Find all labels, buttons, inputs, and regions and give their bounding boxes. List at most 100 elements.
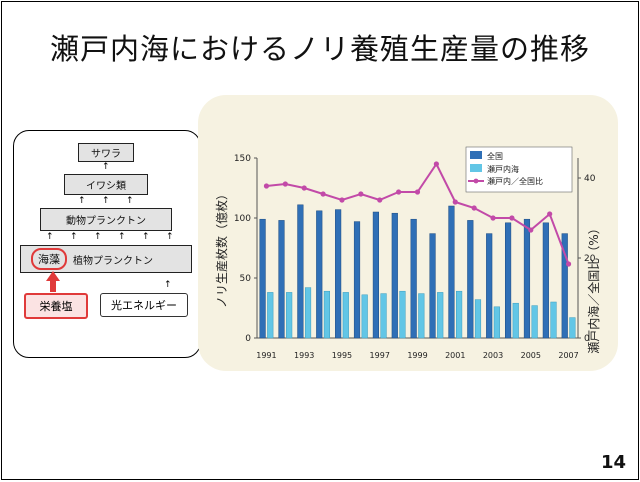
x-tick-label: 1997 [370, 351, 390, 360]
ratio-point [547, 211, 553, 217]
arrow-up-icon: ↑ [94, 232, 102, 242]
bar-setouchi [342, 292, 349, 339]
bar-setouchi [493, 306, 500, 339]
bar-national [278, 220, 285, 339]
ratio-point [565, 261, 572, 267]
x-tick-label: 2001 [445, 351, 465, 360]
bar-national [429, 233, 436, 339]
legend-marker-ratio [473, 178, 479, 184]
arrow-up-icon: ↑ [70, 232, 78, 242]
y-tick-label-left: 50 [240, 274, 252, 284]
x-tick-label: 1991 [256, 351, 276, 360]
x-tick-label: 1999 [407, 351, 427, 360]
pyramid-level-zooplankton: 動物プランクトン [40, 208, 172, 231]
slide-title: 瀬戸内海におけるノリ養殖生産量の推移 [49, 32, 590, 66]
arrow-up-icon: ↑ [102, 196, 110, 206]
seaweed-label: 海藻 [31, 248, 67, 270]
bar-national [316, 210, 323, 339]
x-tick-label: 1995 [332, 351, 352, 360]
legend-swatch-setouchi [470, 164, 482, 172]
arrow-up-icon: ↑ [78, 196, 86, 206]
legend-label-ratio: 瀬戸内／全国比 [487, 176, 543, 186]
arrow-up-icon: ↑ [118, 232, 126, 242]
arrow-up-icon: ↑ [166, 232, 174, 242]
ratio-point [471, 205, 477, 211]
nutrient-arrow-stem [50, 280, 56, 292]
bar-national [259, 218, 266, 339]
bar-setouchi [512, 302, 519, 339]
food-pyramid-panel: サワラ ↑ イワシ類 ↑ ↑ ↑ 動物プランクトン ↑ ↑ ↑ ↑ ↑ ↑ 海藻… [13, 130, 201, 358]
bar-setouchi [456, 290, 463, 339]
arrow-up-icon: ↑ [142, 232, 150, 242]
bar-national [297, 204, 304, 339]
arrow-up-icon: ↑ [102, 162, 110, 172]
production-chart: 0 50 100 150 0 20 40 1991 1993 1995 1997 1999 2001 20… [214, 146, 601, 360]
legend-swatch-national [470, 151, 482, 159]
ratio-point [433, 161, 439, 167]
x-tick-label: 2003 [483, 351, 503, 360]
light-energy-box: 光エネルギー [100, 293, 188, 317]
bar-national [391, 212, 398, 339]
bar-setouchi [418, 293, 425, 339]
bar-national [410, 218, 417, 339]
bar-setouchi [437, 292, 444, 339]
ratio-point [396, 189, 402, 195]
ratio-point [490, 215, 496, 221]
y-axis-label-left: ノリ生産枚数（億枚） [214, 188, 229, 308]
legend-box [465, 146, 573, 193]
ratio-point [509, 215, 515, 221]
nutrient-box: 栄養塩 [24, 293, 88, 319]
bar-national [504, 222, 512, 339]
arrow-up-icon: ↑ [164, 280, 172, 290]
y-tick-label-right: 40 [584, 174, 596, 184]
x-tick-label: 1993 [294, 351, 314, 360]
bar-national [486, 233, 493, 339]
arrow-up-icon: ↑ [46, 232, 54, 242]
ratio-point [528, 227, 534, 233]
bar-national [353, 221, 361, 339]
y-tick-label-right: 0 [584, 334, 590, 344]
ratio-point [377, 197, 383, 203]
ratio-point [358, 191, 364, 197]
ratio-point [282, 181, 288, 187]
bar-setouchi [323, 290, 331, 339]
y-tick-label-left: 150 [234, 154, 251, 164]
bar-national [448, 205, 455, 339]
bar-setouchi [304, 287, 312, 339]
y-tick-label-left: 100 [234, 214, 251, 224]
bar-national [542, 222, 549, 339]
bar-setouchi [286, 292, 293, 339]
bar-setouchi [380, 293, 387, 339]
bar-setouchi [569, 317, 576, 339]
bar-setouchi [267, 292, 274, 339]
x-tick-label: 2007 [558, 351, 578, 360]
bar-national [372, 211, 379, 339]
x-tick-label: 2005 [521, 351, 541, 360]
bar-setouchi [399, 290, 406, 339]
bar-national [335, 209, 342, 339]
legend-label-setouchi: 瀬戸内海 [487, 164, 519, 174]
arrow-up-icon: ↑ [126, 196, 134, 206]
bar-setouchi [361, 294, 368, 339]
bar-national [523, 218, 531, 339]
phytoplankton-label: 植物プランクトン [73, 255, 153, 267]
bar-setouchi [550, 301, 557, 339]
ratio-point [452, 199, 458, 205]
pyramid-level-producers: 海藻 植物プランクトン [20, 245, 192, 273]
bar-national [467, 220, 474, 339]
nutrient-arrow-icon [46, 271, 60, 281]
ratio-point [301, 185, 307, 191]
pyramid-level-sawara: サワラ [78, 143, 134, 162]
y-tick-label-left: 0 [245, 334, 251, 344]
ratio-point [263, 183, 270, 189]
ratio-point [320, 191, 326, 197]
page-number: 14 [600, 452, 626, 473]
y-tick-label-right: 20 [584, 254, 596, 264]
ratio-point [339, 197, 345, 203]
bar-national [561, 233, 568, 339]
bar-setouchi [474, 299, 482, 339]
ratio-point [414, 189, 421, 195]
legend-label-national: 全国 [487, 151, 503, 161]
bar-setouchi [531, 305, 538, 339]
